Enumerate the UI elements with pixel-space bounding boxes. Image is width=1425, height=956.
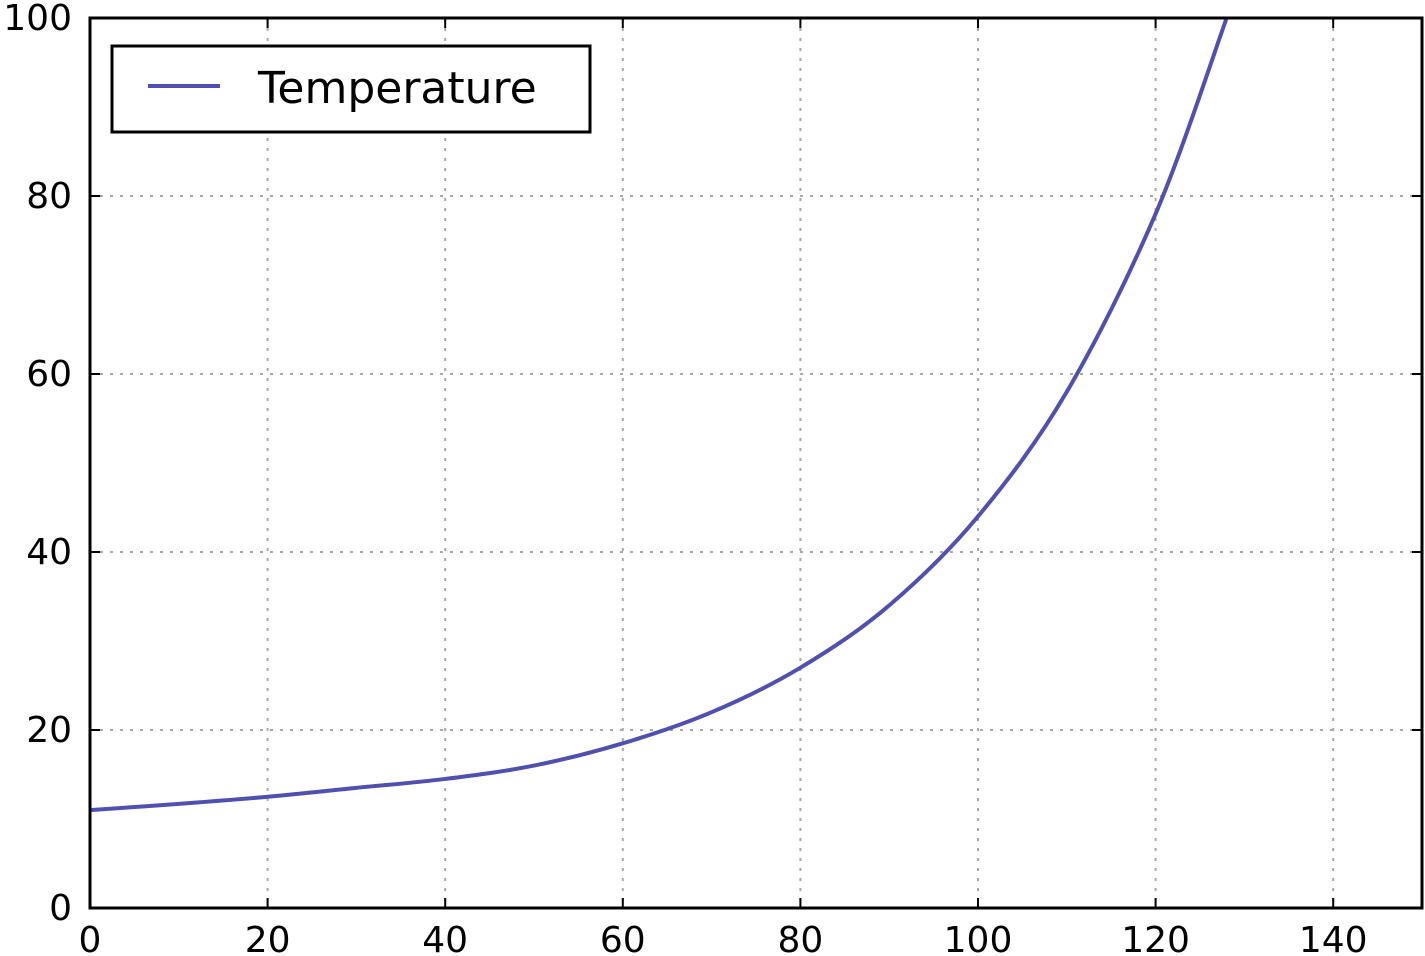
- x-axis-tick-labels: 0 20 40 60 80 100 120 140: [79, 920, 1368, 956]
- y-tick-label: 80: [26, 176, 72, 217]
- legend-label-temperature: Temperature: [257, 63, 537, 114]
- x-tick-label: 80: [777, 920, 823, 956]
- x-tick-label: 0: [79, 920, 102, 956]
- legend-box: [110, 44, 592, 134]
- series-line-temperature: [89, 17, 1229, 813]
- legend: Temperature: [110, 44, 592, 134]
- grid: [90, 18, 1422, 908]
- x-tick-label: 100: [944, 920, 1013, 956]
- y-tick-label: 100: [3, 0, 72, 39]
- y-tick-label: 60: [26, 354, 72, 395]
- x-tick-label: 140: [1299, 920, 1368, 956]
- series-layer: [89, 17, 1229, 813]
- y-axis-tick-labels: 0 20 40 60 80 100: [3, 0, 72, 929]
- y-tick-label: 40: [26, 532, 72, 573]
- tick-marks: [89, 17, 1422, 909]
- x-tick-label: 20: [245, 920, 291, 956]
- x-tick-label: 120: [1121, 920, 1190, 956]
- plot-frame: [88, 16, 1424, 910]
- x-tick-label: 60: [600, 920, 646, 956]
- y-tick-label: 20: [26, 710, 72, 751]
- y-tick-label: 0: [49, 888, 72, 929]
- x-tick-label: 40: [422, 920, 468, 956]
